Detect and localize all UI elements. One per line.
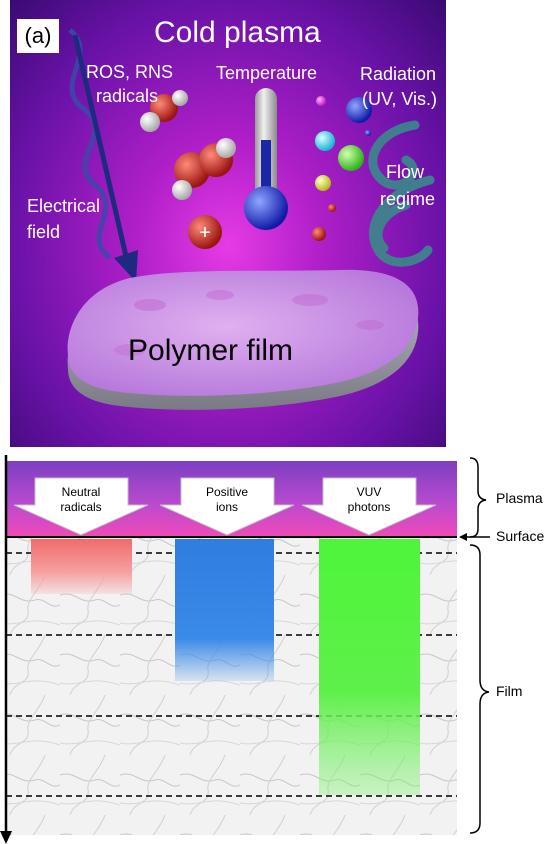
positive-ions-label-line1: Positive <box>205 485 249 499</box>
penetration-depth-diagram: Neutral radicals Positive ions VUV photo… <box>0 455 558 844</box>
photon-spheres-icon <box>312 96 372 241</box>
neutral-radicals-label-line2: radicals <box>60 500 102 514</box>
vuv-photons-label-line2: photons <box>347 500 391 514</box>
film-brace <box>469 544 490 834</box>
polymer-film-label: Polymer film <box>128 334 294 367</box>
plasma-scene: + <box>67 28 435 410</box>
neutral-radicals-label-line1: Neutral <box>61 485 101 499</box>
temperature-label: Temperature <box>216 63 318 83</box>
svg-text:+: + <box>199 222 211 244</box>
cold-plasma-illustration: + <box>10 0 446 447</box>
positive-ions-arrow <box>159 477 295 536</box>
cold-plasma-title: Cold plasma <box>154 16 321 49</box>
radical-molecules-icon: + <box>140 90 236 249</box>
flow-swirl-icon <box>368 120 435 267</box>
radiation-label-line1: Radiation <box>360 64 437 84</box>
positive-ions-label: Positive ions <box>194 485 260 515</box>
thermometer-icon <box>244 88 288 230</box>
ros-label-line2: radicals <box>96 86 159 106</box>
vuv-photons-bar <box>319 539 420 795</box>
depth-axis-arrowhead <box>0 831 12 844</box>
neutral-radicals-bar <box>31 539 132 594</box>
vuv-photons-arrow <box>301 477 437 536</box>
flow-label-line2: regime <box>380 189 436 209</box>
neutral-radicals-label: Neutral radicals <box>48 485 114 515</box>
plasma-label: Plasma <box>496 490 543 506</box>
positive-ions-label-line2: ions <box>215 500 238 514</box>
neutral-radicals-arrow <box>13 477 149 536</box>
plasma-brace <box>469 457 487 538</box>
vuv-photons-label-line1: VUV <box>356 485 382 499</box>
electric-field-wave-icon <box>68 28 138 282</box>
vuv-photons-label: VUV photons <box>336 485 402 515</box>
electrical-label-line1: Electrical <box>27 196 101 216</box>
polymer-film-slab <box>67 269 419 410</box>
ros-label-line1: ROS, RNS <box>86 62 174 82</box>
positive-ions-bar <box>175 539 274 681</box>
radiation-label-line2: (UV, Vis.) <box>362 89 438 109</box>
electrical-label-line2: field <box>27 222 61 242</box>
panel-label: (a) <box>17 19 59 53</box>
surface-label: Surface <box>496 528 545 544</box>
depth-schematic <box>0 455 490 844</box>
flow-label-line1: Flow <box>386 162 425 182</box>
film-label: Film <box>496 683 523 699</box>
